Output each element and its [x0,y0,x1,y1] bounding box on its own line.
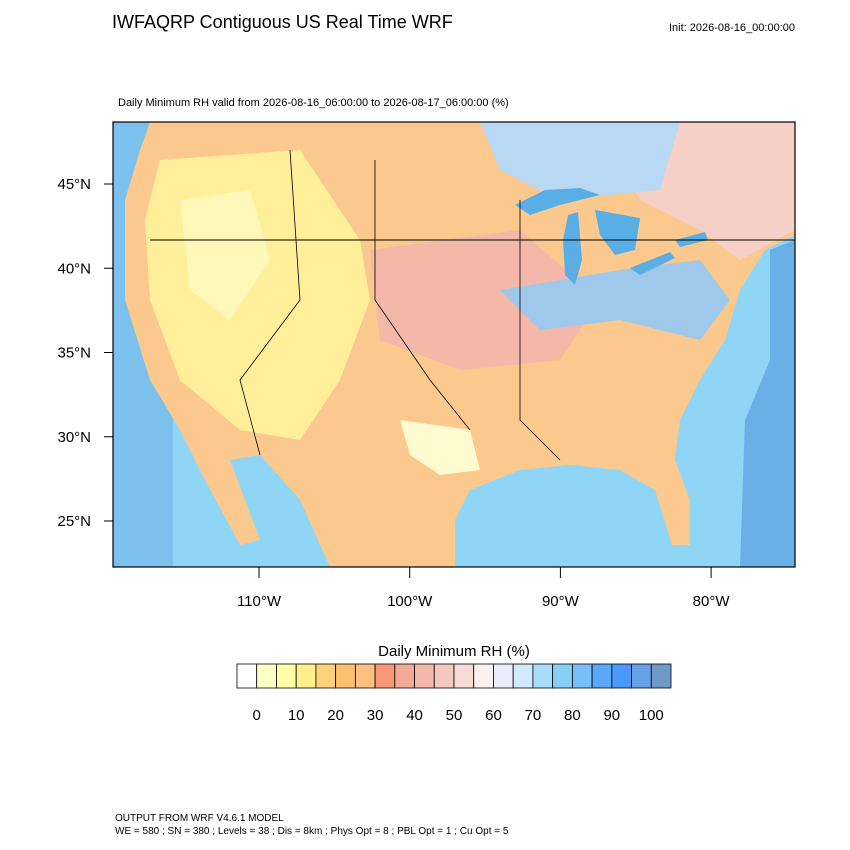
colorbar-title: Daily Minimum RH (%) [378,643,530,660]
colorbar-box [315,663,337,689]
lake-superior [515,188,600,215]
colorbar-box [512,663,534,689]
init-time: Init: 2026-08-16_00:00:00 [669,22,795,34]
east-coast-water [740,240,795,567]
state-lines [239,149,301,456]
colorbar-box [532,663,554,689]
lake-michigan [563,212,582,285]
colorbar-label: 60 [485,707,502,724]
colorbar-box [433,663,455,689]
lon-label: 80°W [693,593,731,610]
lat-axis: 45°N 40°N 35°N 30°N 25°N [57,176,113,530]
colorbar-label: 80 [564,707,581,724]
colorbar-label: 20 [327,707,344,724]
colorbar-box [354,663,376,689]
subtitle: Daily Minimum RH valid from 2026-08-16_0… [118,97,509,109]
colorbar-label: 100 [639,707,664,724]
map-frame [112,121,796,568]
colorbar-box [650,663,672,689]
title: IWFAQRP Contiguous US Real Time WRF [112,12,453,32]
colorbar-box [256,663,277,689]
colorbar-box [493,663,514,689]
colorbar-box [453,663,475,689]
lat-label: 35°N [57,345,91,362]
texas-dry [400,420,480,475]
lake-huron [595,210,640,255]
colorbar-label: 40 [406,707,423,724]
lat-label: 30°N [57,429,91,446]
state-lines-3 [519,200,561,461]
colorbar-box [611,663,632,689]
lat-label: 40°N [57,260,91,277]
colorbar-box [552,663,573,689]
ohio-valley [500,260,730,340]
lon-label: 100°W [387,593,433,610]
canada-moist [480,122,680,200]
colorbar-box [276,663,297,689]
colorbar-box [295,663,317,689]
footer-line: OUTPUT FROM WRF V4.6.1 MODEL [115,813,284,824]
central-humid [370,230,600,370]
lake-erie [630,252,675,275]
colorbar-box [236,663,258,689]
colorbar-label: 0 [253,707,261,724]
colorbar-box [591,663,613,689]
lat-label: 45°N [57,176,91,193]
lon-label: 90°W [542,593,580,610]
colorbar-label: 50 [446,707,463,724]
colorbar-box [631,663,652,689]
state-lines-2 [374,160,471,431]
colorbar: 0 10 20 30 40 50 60 70 80 90 100 [236,663,672,724]
colorbar-box [473,663,494,689]
colorbar-box [374,663,396,689]
map: 45°N 40°N 35°N 30°N 25°N 110°W 100°W 90°W 80°W [57,121,796,610]
lon-axis: 110°W 100°W 90°W 80°W [237,567,730,610]
colorbar-box [414,663,435,689]
footer-line: WE = 580 ; SN = 380 ; Levels = 38 ; Dis … [115,826,509,837]
lon-label: 110°W [237,593,282,610]
colorbar-label: 30 [367,707,384,724]
colorbar-label: 90 [603,707,620,724]
colorbar-box [335,663,356,689]
dry-core [180,190,270,320]
lat-label: 25°N [57,513,91,530]
colorbar-box [571,663,593,689]
colorbar-label: 70 [525,707,542,724]
colorbar-label: 10 [288,707,305,724]
colorbar-box [394,663,415,689]
